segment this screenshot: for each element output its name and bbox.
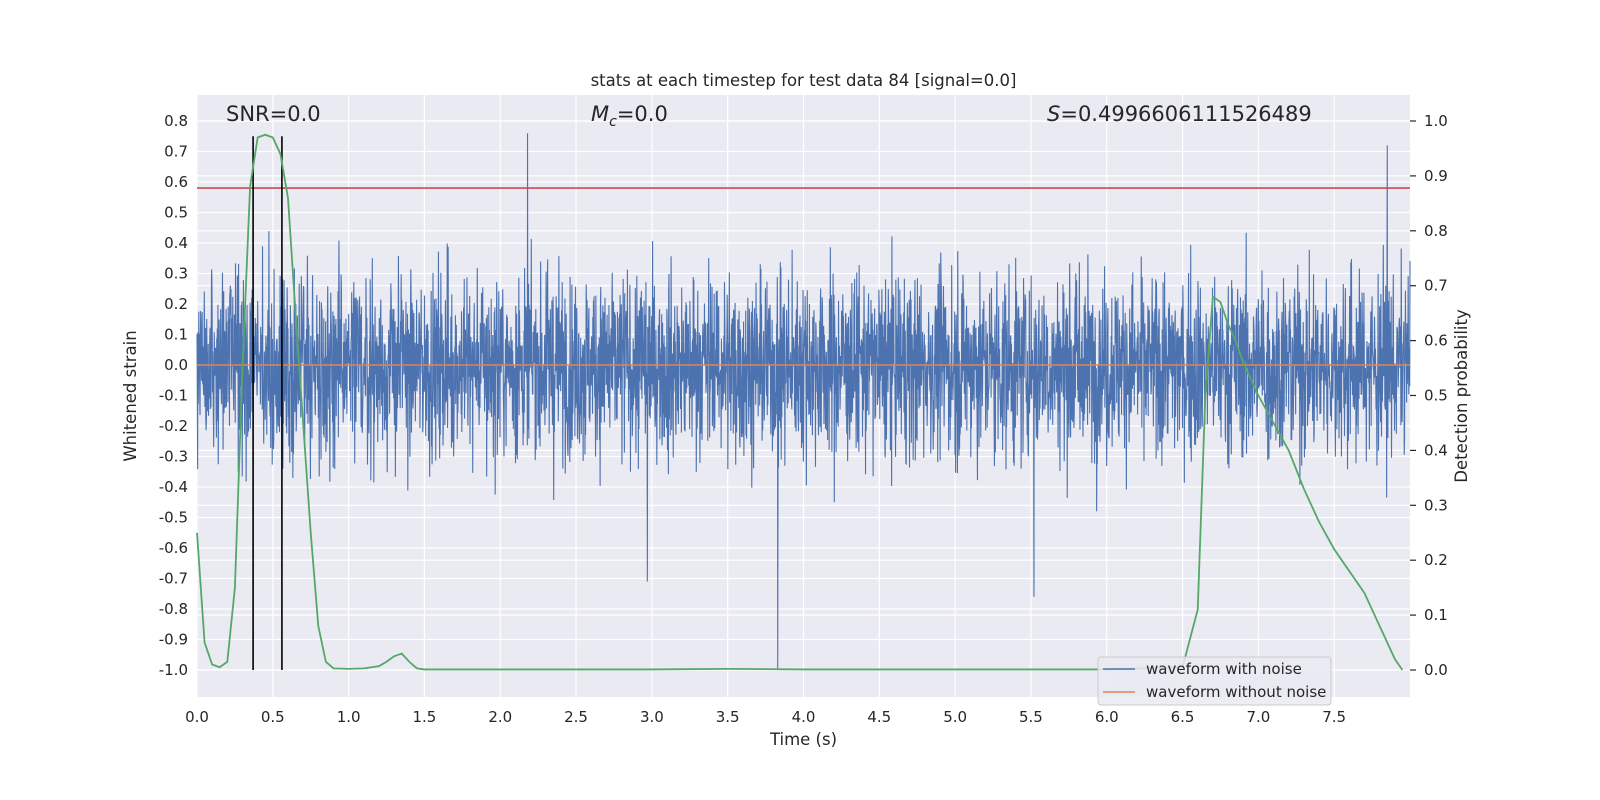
x-tick-label: 4.0: [792, 708, 816, 726]
axes: 0.0 0.5 1.0 1.5 2.0 2.5 3.0 3.5 4.0 4.5 5.0 5.5 6.0 6…: [159, 112, 1448, 726]
detection-probability-line: [196, 133, 1404, 671]
x-tick-label: 1.0: [337, 708, 361, 726]
y-left-tick-label: 0.6: [164, 173, 188, 191]
y-left-tick-label: 0.1: [164, 326, 188, 344]
y-left-tick-label: -0.6: [159, 539, 188, 557]
series-waveform-with-noise: [196, 133, 1411, 671]
legend-label-with-noise: waveform with noise: [1146, 660, 1302, 678]
y-left-tick-label: 0.7: [164, 143, 188, 161]
legend-box: [1097, 656, 1332, 706]
y-left-tick-label: -0.1: [159, 387, 188, 405]
y-left-tick-label: 0.2: [164, 295, 188, 313]
waveform-with-noise-line: [196, 133, 1411, 671]
y-left-tick-label: 0.8: [164, 112, 188, 130]
s-value: =0.4996606111526489: [1060, 102, 1311, 126]
legend-label-without-noise: waveform without noise: [1146, 683, 1326, 701]
series-lines: [196, 133, 1410, 671]
y-right-tick-label: 0.8: [1424, 222, 1448, 240]
mc-subscript: c: [609, 114, 617, 130]
x-tick-label: 7.5: [1322, 708, 1346, 726]
x-tick-label: 7.0: [1246, 708, 1270, 726]
y-right-tick-label: 0.4: [1424, 441, 1448, 459]
mc-annotation: Mc=0.0: [591, 102, 668, 130]
y-right-tick-label: 1.0: [1424, 112, 1448, 130]
x-tick-label: 5.0: [943, 708, 967, 726]
y-left-tick-label: -0.9: [159, 631, 188, 649]
y-right-tick-label: 0.7: [1424, 277, 1448, 295]
x-tick-label: 1.5: [413, 708, 437, 726]
mc-symbol: M: [591, 102, 609, 126]
y-axis-left-label: Whitened strain: [121, 330, 140, 461]
y-left-tick-label: -1.0: [159, 661, 188, 679]
y-right-tick-label: 0.0: [1424, 661, 1448, 679]
y-left-tick-label: 0.4: [164, 234, 188, 252]
mc-value: =0.0: [617, 102, 668, 126]
snr-annotation: SNR=0.0: [226, 102, 321, 126]
y-right-tick-label: 0.2: [1424, 551, 1448, 569]
x-tick-label: 3.5: [716, 708, 740, 726]
y-right-tick-label: 0.9: [1424, 167, 1448, 185]
x-tick-label: 6.0: [1095, 708, 1119, 726]
y-right-tick-label: 0.3: [1424, 496, 1448, 514]
x-tick-label: 2.5: [564, 708, 588, 726]
y-left-tick-label: 0.5: [164, 204, 188, 222]
x-axis-label: Time (s): [769, 730, 837, 749]
y-left-tick-label: 0.0: [164, 356, 188, 374]
y-axis-right-label: Detection probability: [1452, 309, 1471, 483]
x-tick-label: 3.0: [640, 708, 664, 726]
s-symbol: S: [1047, 102, 1060, 126]
chart-title: stats at each timestep for test data 84 …: [591, 71, 1017, 90]
x-tick-label: 0.5: [261, 708, 285, 726]
x-tick-label: 5.5: [1019, 708, 1043, 726]
x-tick-label: 6.5: [1171, 708, 1195, 726]
y-left-tick-label: -0.8: [159, 600, 188, 618]
y-left-tick-label: -0.5: [159, 509, 188, 527]
legend: waveform with noise waveform without noi…: [1097, 656, 1332, 706]
y-left-tick-label: 0.3: [164, 265, 188, 283]
y-left-tick-label: -0.7: [159, 570, 188, 588]
x-tick-label: 0.0: [185, 708, 209, 726]
y-left-tick-label: -0.4: [159, 478, 188, 496]
y-right-tick-label: 0.1: [1424, 606, 1448, 624]
y-right-tick-label: 0.5: [1424, 387, 1448, 405]
x-tick-label: 2.0: [488, 708, 512, 726]
s-annotation: S=0.4996606111526489: [1047, 102, 1312, 126]
y-left-tick-label: -0.2: [159, 417, 188, 435]
x-tick-label: 4.5: [867, 708, 891, 726]
y-left-tick-label: -0.3: [159, 448, 188, 466]
y-right-tick-label: 0.6: [1424, 332, 1448, 350]
